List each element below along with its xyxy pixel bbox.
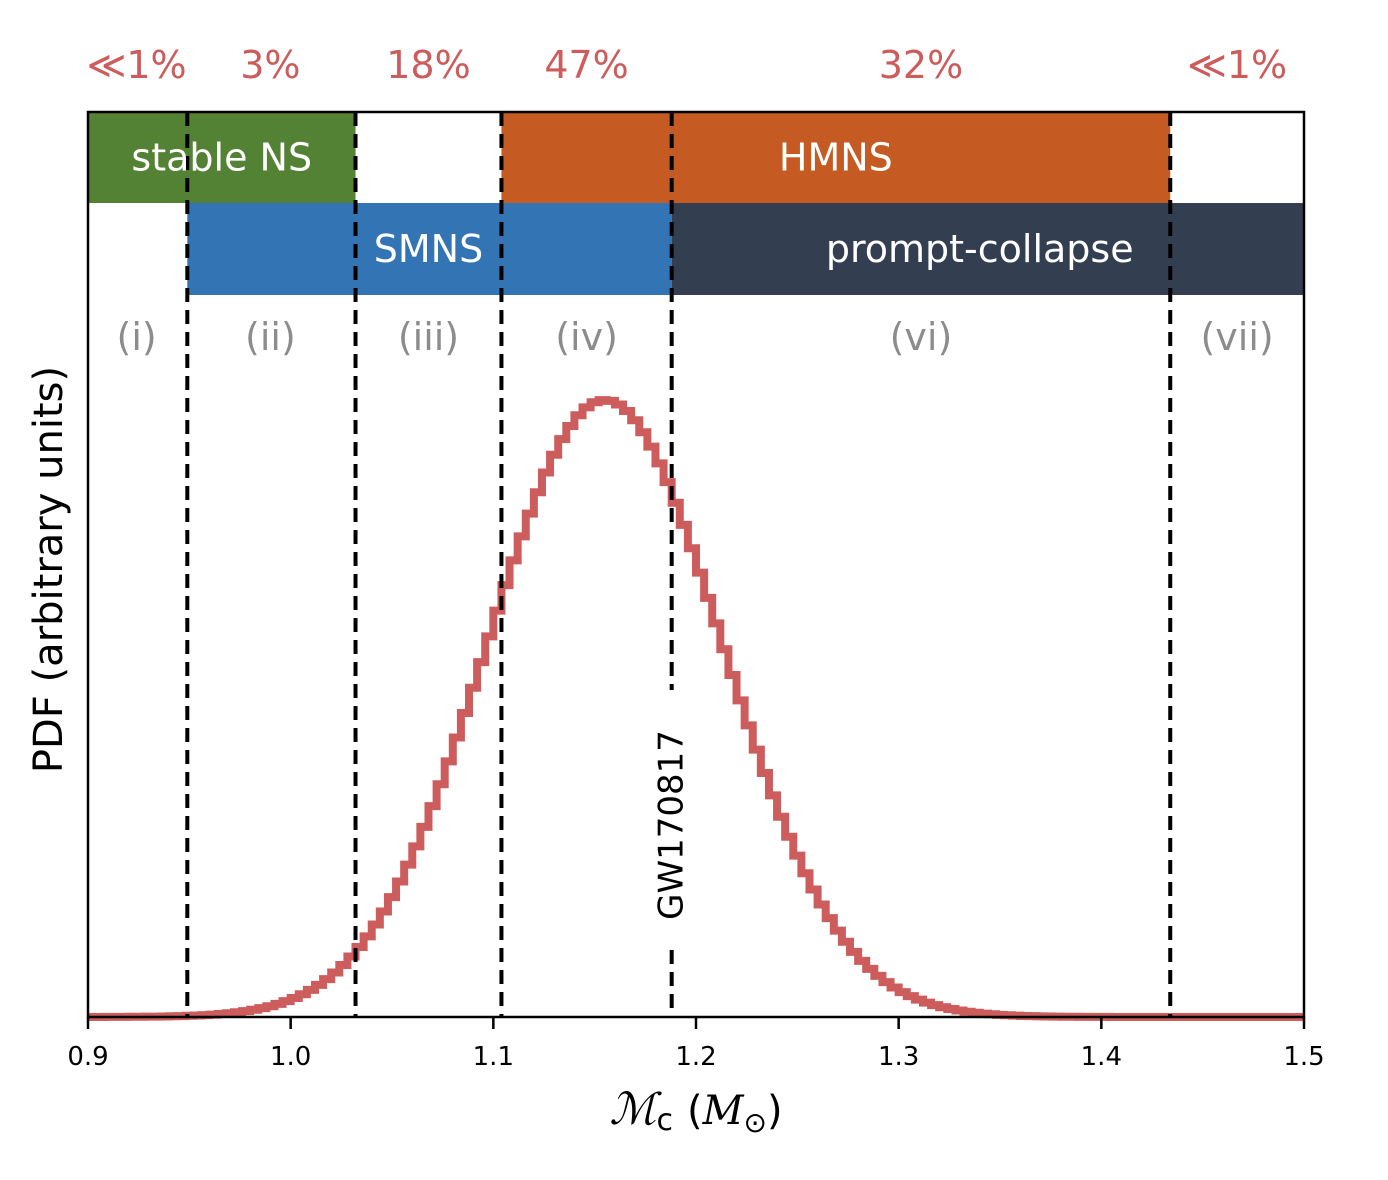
x-axis-title: ℳc (M⊙)	[609, 1084, 782, 1139]
region-label-iii: (iii)	[398, 315, 459, 359]
band-stable-ns	[88, 112, 356, 203]
labels-layer: GW170817 stable NS HMNS SMNS prompt-collapse…	[87, 43, 1288, 920]
gw170817-label: GW170817	[652, 730, 692, 920]
region-label-iv: (iv)	[555, 315, 618, 359]
x-axis-symbol: ℳ	[609, 1084, 662, 1135]
percent-label-iv: 47%	[544, 43, 628, 87]
band-label-stable-ns: stable NS	[131, 136, 312, 180]
x-tick-label: 1.4	[1081, 1042, 1122, 1072]
x-axis-subscript: c	[656, 1103, 673, 1138]
band-label-hmns: HMNS	[779, 136, 893, 180]
y-axis-title: PDF (arbitrary units)	[26, 366, 72, 773]
x-axis-unit-open: (	[687, 1088, 703, 1134]
x-axis: 0.9 1.0 1.1 1.2 1.3 1.4 1.5	[67, 1017, 1325, 1072]
curve-layer	[88, 396, 1304, 1021]
band-label-smns: SMNS	[374, 227, 483, 271]
x-tick-label: 0.9	[67, 1042, 108, 1072]
percent-label-i: ≪1%	[87, 43, 187, 87]
x-axis-unit-close: )	[767, 1088, 783, 1134]
percent-label-vi: 32%	[879, 43, 963, 87]
percent-label-vii: ≪1%	[1187, 43, 1287, 87]
x-tick-label: 1.2	[675, 1042, 716, 1072]
bands-layer	[88, 112, 1304, 295]
percent-label-ii: 3%	[240, 43, 300, 87]
x-tick-label: 1.3	[878, 1042, 919, 1072]
x-tick-label: 1.0	[270, 1042, 311, 1072]
region-label-i: (i)	[117, 315, 157, 359]
x-axis-unit-sun: ⊙	[744, 1106, 767, 1139]
boundary-layer	[185, 112, 1173, 1017]
x-axis-unit-mass: M	[702, 1088, 745, 1134]
band-prompt-collapse	[671, 203, 1304, 295]
pdf-curve	[88, 396, 1304, 1021]
band-smns	[187, 203, 672, 295]
percent-label-iii: 18%	[386, 43, 470, 87]
x-tick-label: 1.5	[1283, 1042, 1324, 1072]
region-label-ii: (ii)	[245, 315, 296, 359]
region-label-vii: (vii)	[1200, 315, 1273, 359]
band-hmns	[501, 112, 1171, 203]
x-tick-label: 1.1	[473, 1042, 514, 1072]
band-label-prompt-collapse: prompt-collapse	[826, 227, 1134, 271]
region-label-vi: (vi)	[890, 315, 953, 359]
